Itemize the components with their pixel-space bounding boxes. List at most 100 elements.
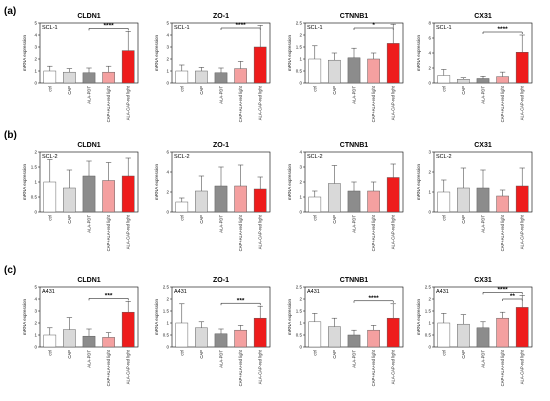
x-category-label: CAP+ALA+red light	[106, 349, 111, 386]
bar-ctrl	[437, 191, 451, 213]
x-category-label: CAP+ALA+red light	[500, 214, 505, 251]
x-category-label: CAP+ALA+red light	[106, 214, 111, 251]
y-tick-label: 2.5	[425, 285, 432, 290]
significance-bracket	[482, 292, 523, 295]
chart-title: CX31	[474, 142, 492, 149]
chart-title: CLDN1	[77, 13, 100, 20]
bar-cap	[195, 190, 208, 213]
y-tick-label: 4	[166, 33, 169, 38]
bar-ala-cap-red-light	[386, 177, 400, 213]
panel-label: A431	[307, 289, 320, 295]
bar-ala-cap-red-light	[253, 188, 267, 213]
y-tick-label: 3	[34, 309, 37, 314]
x-category-label: ctrl	[312, 350, 317, 356]
y-tick-label: 0	[428, 81, 431, 86]
x-category-label: ALA-PDT	[87, 86, 92, 104]
y-tick-label: 0	[34, 345, 37, 350]
chart-title: ZO-1	[213, 142, 229, 149]
y-tick-label: 0	[166, 210, 169, 215]
y-tick-label: 3	[34, 45, 37, 50]
panel-label: SCL-2	[436, 154, 452, 160]
bar-cap-ala-red-light	[496, 76, 509, 84]
chart-panel-zo-1-a431: ZO-1 A431 0 0.5 1 1.5 2 2.5 mRNA expression ctrl C…	[154, 277, 271, 386]
bar-ctrl	[175, 201, 189, 213]
bar-cap	[457, 323, 470, 348]
bar-cap	[328, 183, 341, 213]
bar-ctrl	[308, 58, 322, 84]
bar-cap	[63, 329, 76, 348]
x-category-label: ctrl	[179, 86, 184, 92]
y-tick-label: 0	[34, 210, 37, 215]
panel-label: A431	[42, 289, 55, 295]
x-category-label: ALA-PDT	[87, 215, 92, 233]
significance-bracket	[220, 27, 261, 30]
chart-panel-zo-1-scl-2: ZO-1 SCL-2 0 2 4 6 mRNA expression ctrl CAP ALA-P…	[154, 142, 271, 251]
y-axis-label: mRNA expression	[287, 34, 292, 71]
x-category-label: CAP	[67, 350, 72, 359]
x-category-label: CAP	[461, 215, 466, 224]
significance-label: *	[372, 22, 375, 29]
y-tick-label: 1	[299, 57, 302, 62]
y-tick-label: 1.5	[163, 309, 170, 314]
y-tick-label: 2	[428, 66, 431, 71]
x-category-label: ALA-CAP-red light	[520, 349, 525, 384]
x-category-label: ALA-PDT	[219, 86, 224, 104]
bar-ctrl	[43, 70, 57, 84]
x-category-label: ALA-PDT	[352, 350, 357, 368]
y-axis-label: mRNA expression	[287, 163, 292, 200]
bar-ala-cap-red-light	[121, 50, 135, 84]
chart-title: CLDN1	[77, 142, 100, 149]
y-axis-label: mRNA expression	[416, 298, 421, 335]
y-tick-label: 0.5	[31, 195, 38, 200]
bar-cap-ala-red-light	[367, 329, 380, 348]
x-category-label: ctrl	[179, 215, 184, 221]
y-tick-label: 2	[299, 180, 302, 185]
y-tick-label: 4	[34, 297, 37, 302]
bar-ala-pdt	[214, 185, 228, 213]
x-category-label: ctrl	[312, 86, 317, 92]
y-tick-label: 4	[299, 150, 302, 155]
chart-title: CTNNB1	[340, 142, 368, 149]
bar-ala-pdt	[347, 334, 361, 348]
bar-cap	[195, 70, 208, 84]
significance-label: ****	[236, 22, 247, 29]
x-category-label: CAP	[332, 215, 337, 224]
chart-title: CLDN1	[77, 277, 100, 284]
y-tick-label: 4	[34, 33, 37, 38]
panel-label: SCL-1	[307, 25, 323, 31]
y-tick-label: 2	[166, 297, 169, 302]
bar-ala-cap-red-light	[515, 52, 529, 84]
y-tick-label: 6	[428, 36, 431, 41]
chart-panel-cldn1-a431: CLDN1 A431 0 1 2 3 4 5 mRNA expression ctrl CAP ALA…	[22, 277, 139, 386]
x-category-label: ALA-CAP-red light	[520, 85, 525, 120]
panel-label: SCL-1	[436, 25, 452, 31]
panels: CLDN1 SCL-1 0 1 2 3 4 5 mRNA expression ctrl CAP AL…	[22, 13, 533, 386]
significance-label: ****	[498, 287, 509, 294]
y-tick-label: 4	[428, 51, 431, 56]
x-category-label: CAP	[461, 86, 466, 95]
bar-ctrl	[43, 181, 57, 213]
y-tick-label: 1.5	[296, 309, 303, 314]
bar-cap	[63, 71, 76, 84]
x-category-label: ALA-PDT	[219, 350, 224, 368]
bar-ala-cap-red-light	[386, 317, 400, 348]
bar-cap	[328, 326, 341, 348]
chart-title: ZO-1	[213, 13, 229, 20]
y-tick-label: 0	[299, 81, 302, 86]
y-tick-label: 1	[428, 190, 431, 195]
y-tick-label: 0	[428, 345, 431, 350]
y-tick-label: 5	[166, 21, 169, 26]
x-category-label: ALA-PDT	[352, 86, 357, 104]
x-category-label: CAP	[67, 86, 72, 95]
significance-label: **	[510, 293, 516, 300]
y-tick-label: 2	[299, 33, 302, 38]
chart-title: CTNNB1	[340, 13, 368, 20]
y-tick-label: 2	[166, 190, 169, 195]
bar-ala-pdt	[82, 335, 96, 348]
row-label-a: (a)	[4, 6, 16, 17]
y-tick-label: 1	[34, 180, 37, 185]
y-tick-label: 2	[34, 57, 37, 62]
y-tick-label: 1	[34, 69, 37, 74]
significance-label: ****	[104, 23, 115, 30]
significance-bracket	[353, 27, 394, 30]
